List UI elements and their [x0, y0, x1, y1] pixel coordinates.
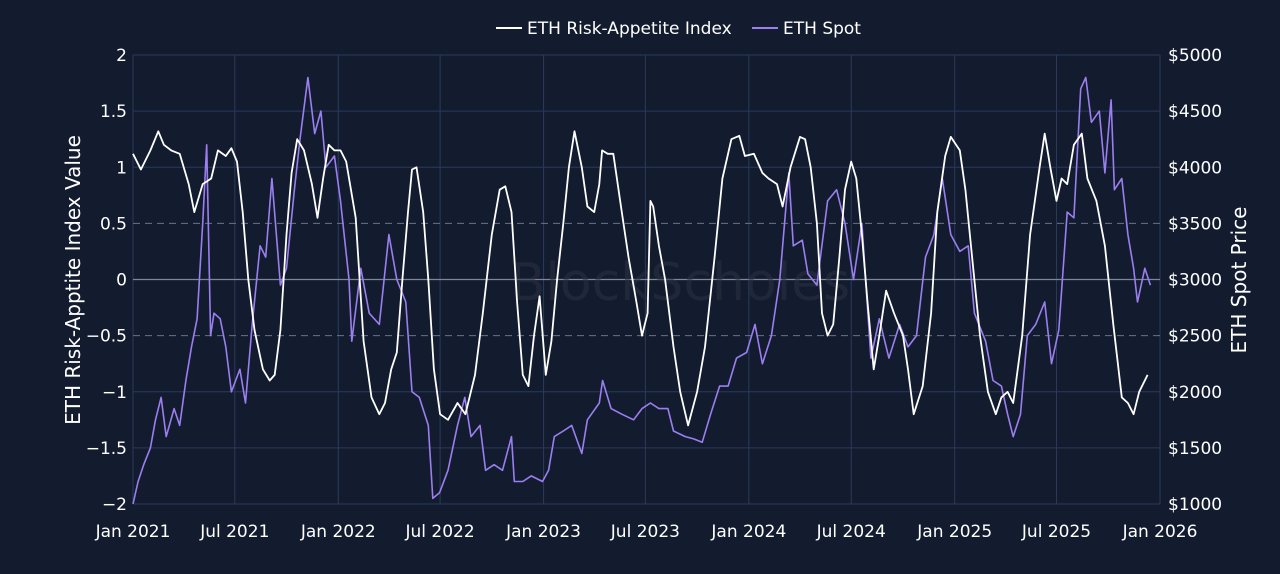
right-tick-label-6: $2000 — [1168, 383, 1222, 403]
x-axis-ticks: Jan 2021 Jul 2021 Jan 2022 Jul 2022 Jan 2023… — [95, 522, 1198, 542]
grid-lines — [132, 54, 1161, 505]
right-tick-label-4: $3000 — [1168, 271, 1222, 291]
watermark: BlockScholes — [510, 253, 851, 313]
legend: ETH Risk-Appetite Index ETH Spot — [496, 19, 861, 39]
left-tick-label-3: 0.5 — [100, 214, 127, 234]
right-tick-label-3: $3500 — [1168, 214, 1222, 234]
right-tick-label-0: $5000 — [1168, 46, 1222, 66]
right-tick-label-8: $1000 — [1168, 495, 1222, 515]
left-tick-label-5: −0.5 — [86, 327, 127, 347]
x-tick-label-4: Jan 2023 — [505, 522, 581, 542]
x-tick-label-9: Jul 2025 — [1021, 522, 1091, 542]
left-axis-title: ETH Risk-Apptite Index Value — [61, 135, 85, 425]
x-tick-label-7: Jul 2024 — [816, 522, 886, 542]
right-axis-title: ETH Spot Price — [1227, 207, 1251, 354]
right-axis-ticks: $5000 $4500 $4000 $3500 $3000 $2500 $2000 $1500… — [1168, 46, 1222, 515]
x-tick-label-0: Jan 2021 — [95, 522, 171, 542]
x-tick-label-10: Jan 2026 — [1122, 522, 1198, 542]
x-tick-label-6: Jan 2024 — [710, 522, 786, 542]
legend-label-eth-spot[interactable]: ETH Spot — [783, 19, 861, 39]
right-tick-label-5: $2500 — [1168, 327, 1222, 347]
x-tick-label-3: Jul 2022 — [404, 522, 474, 542]
left-tick-label-1: 1.5 — [100, 102, 127, 122]
left-tick-label-0: 2 — [116, 46, 127, 66]
series-line-risk-index — [132, 130, 1149, 427]
left-axis-ticks: 2 1.5 1 0.5 0 −0.5 −1 −1.5 −2 — [86, 46, 127, 515]
left-tick-label-7: −1.5 — [86, 439, 127, 459]
left-tick-label-4: 0 — [116, 271, 127, 291]
x-tick-label-8: Jan 2025 — [916, 522, 992, 542]
x-tick-label-5: Jul 2023 — [610, 522, 680, 542]
x-tick-label-1: Jul 2021 — [199, 522, 269, 542]
right-tick-label-1: $4500 — [1168, 102, 1222, 122]
legend-label-risk-index[interactable]: ETH Risk-Appetite Index — [527, 19, 732, 39]
x-tick-label-2: Jan 2022 — [300, 522, 376, 542]
left-tick-label-2: 1 — [116, 158, 127, 178]
series-layer — [132, 76, 1152, 505]
right-tick-label-7: $1500 — [1168, 439, 1222, 459]
right-tick-label-2: $4000 — [1168, 158, 1222, 178]
left-tick-label-8: −2 — [102, 495, 127, 515]
left-tick-label-6: −1 — [102, 383, 127, 403]
series-line-eth-spot — [132, 76, 1152, 505]
